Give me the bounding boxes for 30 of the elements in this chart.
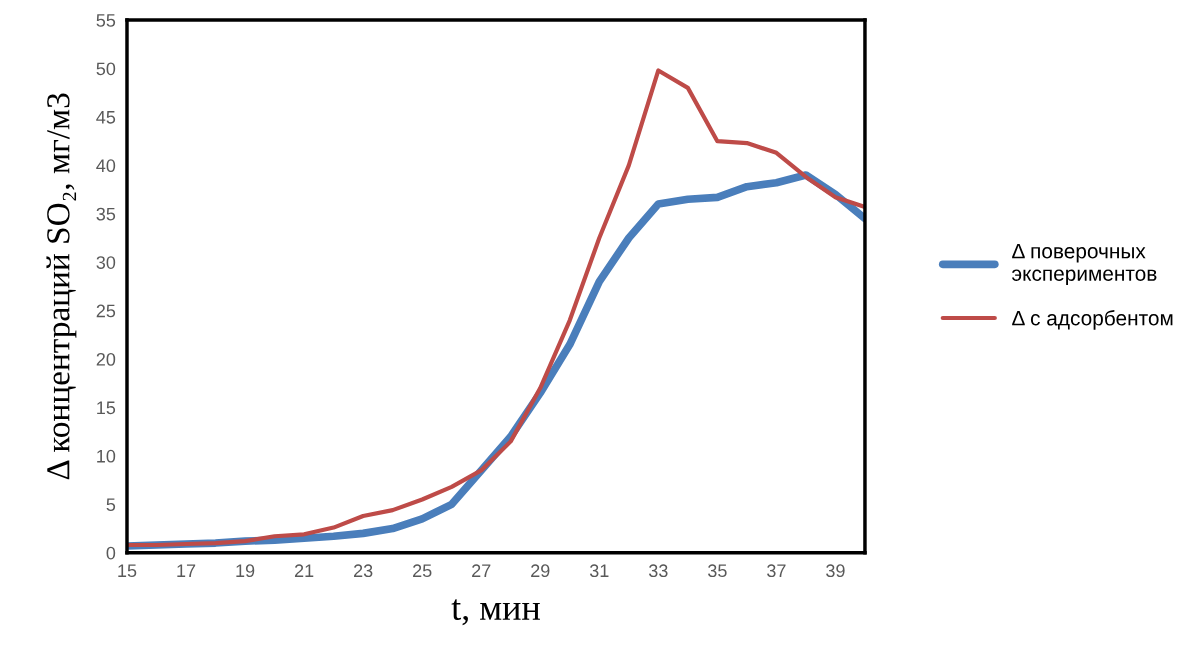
- x-tick-label: 21: [294, 564, 314, 577]
- y-tick-label: 5: [106, 498, 116, 512]
- x-tick-label: 19: [236, 564, 255, 578]
- y-tick-label: 15: [97, 401, 116, 415]
- y-tick-label: 0: [106, 546, 116, 560]
- x-tick-label: 35: [708, 564, 727, 578]
- y-tick-label: 55: [96, 14, 116, 27]
- y-tick-label: 35: [96, 207, 116, 221]
- y-axis-title: Δ концентраций SO₂, мг/м3: [46, 93, 77, 480]
- y-tick-label: 45: [96, 111, 116, 124]
- x-tick-label: 17: [177, 564, 196, 577]
- x-tick-label: 27: [472, 564, 491, 577]
- y-tick-label: 40: [96, 159, 116, 173]
- y-tick-label: 25: [96, 304, 116, 318]
- x-tick-label: 23: [354, 564, 373, 578]
- y-tick-label: 50: [96, 62, 116, 76]
- legend-label: Δ с адсорбентом: [1012, 310, 1173, 330]
- y-tick-label: 20: [96, 352, 116, 366]
- x-tick-label: 33: [648, 564, 668, 578]
- line-series: [126, 68, 865, 548]
- x-tick-label: 37: [767, 564, 786, 578]
- x-tick-label: 39: [826, 564, 845, 578]
- x-tick-label: 15: [118, 564, 137, 578]
- x-axis-title: t, мин: [451, 599, 540, 626]
- y-tick-label: 30: [96, 256, 116, 269]
- legend-label: Δ поверочных экспериментов: [1012, 243, 1157, 286]
- x-tick-label: 25: [413, 564, 432, 578]
- x-tick-label: 31: [589, 564, 609, 578]
- x-tick-label: 29: [531, 564, 550, 578]
- y-tick-label: 10: [97, 449, 116, 463]
